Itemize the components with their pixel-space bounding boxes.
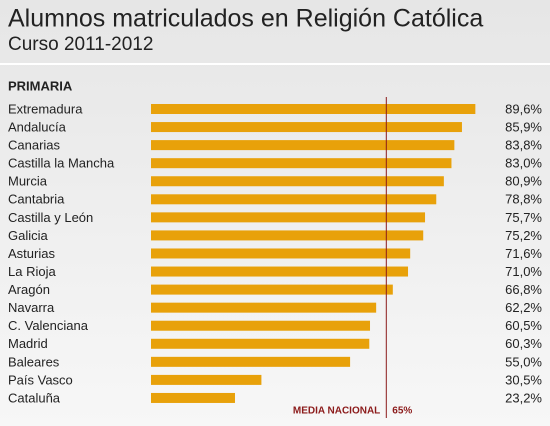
value-label: 75,7%: [505, 210, 542, 225]
value-label: 55,0%: [505, 354, 542, 369]
value-label: 30,5%: [505, 372, 542, 387]
section-label: PRIMARIA: [8, 78, 73, 93]
value-label: 85,9%: [505, 119, 542, 134]
reference-label: 65%: [392, 406, 412, 417]
value-label: 66,8%: [505, 282, 542, 297]
value-label: 75,2%: [505, 228, 542, 243]
category-label: Cantabria: [8, 192, 65, 207]
bar: [151, 266, 409, 277]
bar: [151, 284, 393, 295]
value-label: 71,6%: [505, 246, 542, 261]
bar: [151, 176, 444, 187]
value-label: 78,8%: [505, 192, 542, 207]
bar: [151, 248, 411, 259]
category-label: Andalucía: [8, 119, 67, 134]
category-label: Baleares: [8, 354, 60, 369]
bar: [151, 338, 370, 349]
bar: [151, 392, 235, 403]
chart-title: Alumnos matriculados en Religión Católic…: [8, 5, 483, 33]
bar: [151, 212, 426, 223]
category-label: Galicia: [8, 228, 49, 243]
category-label: País Vasco: [8, 372, 73, 387]
category-label: Castilla la Mancha: [8, 156, 115, 171]
category-label: Madrid: [8, 336, 48, 351]
value-label: 60,5%: [505, 318, 542, 333]
bar: [151, 230, 424, 241]
reference-name: MEDIA NACIONAL: [293, 406, 380, 417]
value-label: 80,9%: [505, 174, 542, 189]
category-label: Extremadura: [8, 101, 83, 116]
category-label: Aragón: [8, 282, 50, 297]
bar: [151, 356, 351, 367]
bar: [151, 104, 476, 114]
chart-subtitle: Curso 2011-2012: [8, 34, 153, 55]
value-label: 23,2%: [505, 390, 542, 405]
category-label: La Rioja: [8, 264, 56, 279]
value-label: 60,3%: [505, 336, 542, 351]
category-label: Asturias: [8, 246, 55, 261]
value-label: 89,6%: [505, 101, 542, 116]
category-label: C. Valenciana: [8, 318, 89, 333]
bar: [151, 374, 262, 385]
category-label: Castilla y León: [8, 210, 93, 225]
value-label: 71,0%: [505, 264, 542, 279]
value-label: 83,8%: [505, 138, 542, 153]
bar: [151, 158, 452, 169]
value-label: 62,2%: [505, 300, 542, 315]
bar: [151, 302, 377, 313]
value-label: 83,0%: [505, 156, 542, 171]
category-label: Navarra: [8, 300, 55, 315]
bar: [151, 140, 455, 151]
bar: [151, 194, 437, 205]
bar: [151, 122, 462, 133]
category-label: Cataluña: [8, 390, 61, 405]
category-label: Murcia: [8, 174, 48, 189]
bar: [151, 320, 371, 331]
category-label: Canarias: [8, 138, 61, 153]
